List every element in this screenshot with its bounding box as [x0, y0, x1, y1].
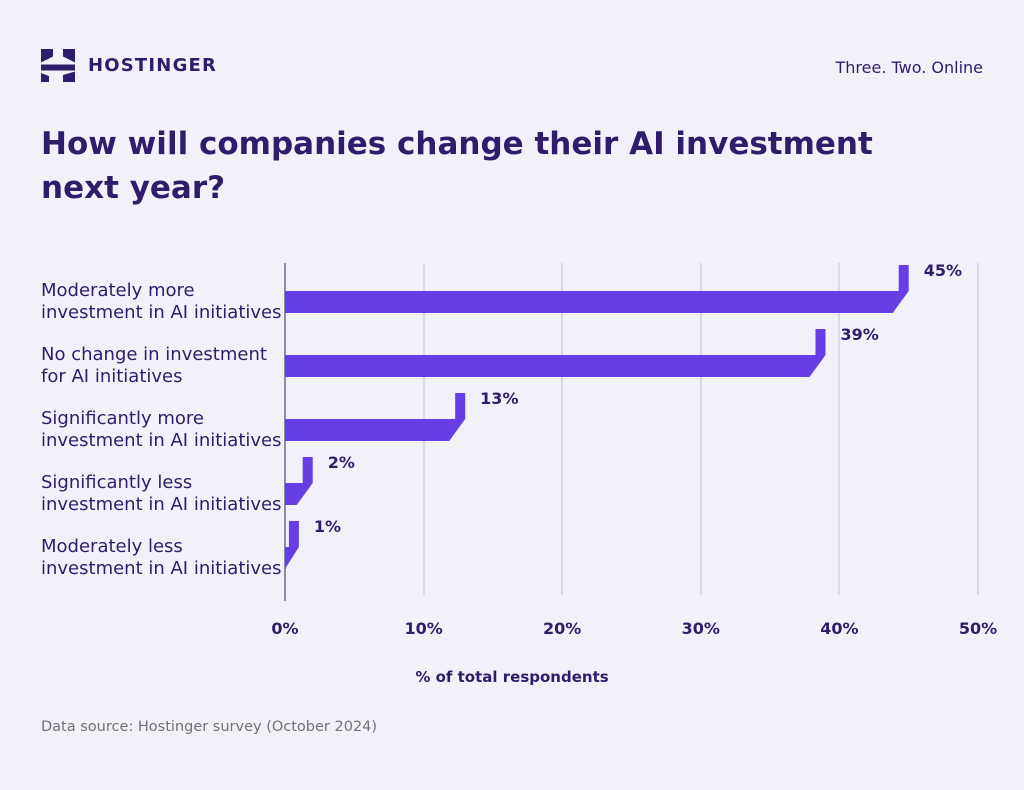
bar	[285, 393, 466, 441]
bar-value-label: 45%	[923, 261, 962, 280]
category-label: Moderately more investment in AI initiat…	[41, 280, 282, 323]
gridline	[977, 263, 979, 595]
brand-wordmark: HOSTINGER	[88, 55, 218, 76]
bars-layer	[285, 265, 909, 569]
bar	[285, 457, 313, 505]
bar-value-label: 1%	[313, 517, 342, 536]
bar	[285, 265, 909, 313]
gridline	[561, 263, 564, 595]
x-axis-tick-label: 20%	[543, 619, 582, 638]
x-axis-tick-label: 40%	[820, 619, 859, 638]
bar	[285, 329, 826, 377]
x-axis-tick-label: 50%	[958, 619, 998, 638]
x-axis-tick-label: 10%	[404, 619, 443, 638]
page-title: How will companies change their AI inves…	[41, 126, 873, 206]
category-label: Moderately less investment in AI initiat…	[41, 536, 282, 579]
bar-value-label: 13%	[480, 389, 519, 408]
bar-value-label: 39%	[840, 325, 879, 344]
category-label: Significantly more investment in AI init…	[41, 408, 282, 451]
hostinger-logo: HOSTINGER	[41, 49, 217, 82]
x-axis-label: % of total respondents	[415, 668, 609, 686]
category-label: No change in investment for AI initiativ…	[41, 344, 267, 387]
x-axis-tick-label: 30%	[681, 619, 720, 638]
bar-value-label: 2%	[327, 453, 355, 472]
gridline	[699, 263, 702, 595]
x-axis-tick-label: 0%	[271, 619, 299, 638]
data-source-note: Data source: Hostinger survey (October 2…	[41, 719, 378, 735]
bar	[285, 521, 299, 569]
category-label: Significantly less investment in AI init…	[41, 472, 282, 515]
brand-tagline: Three. Two. Online	[835, 58, 984, 77]
gridline	[838, 263, 841, 595]
hostinger-logo-icon	[41, 49, 75, 82]
